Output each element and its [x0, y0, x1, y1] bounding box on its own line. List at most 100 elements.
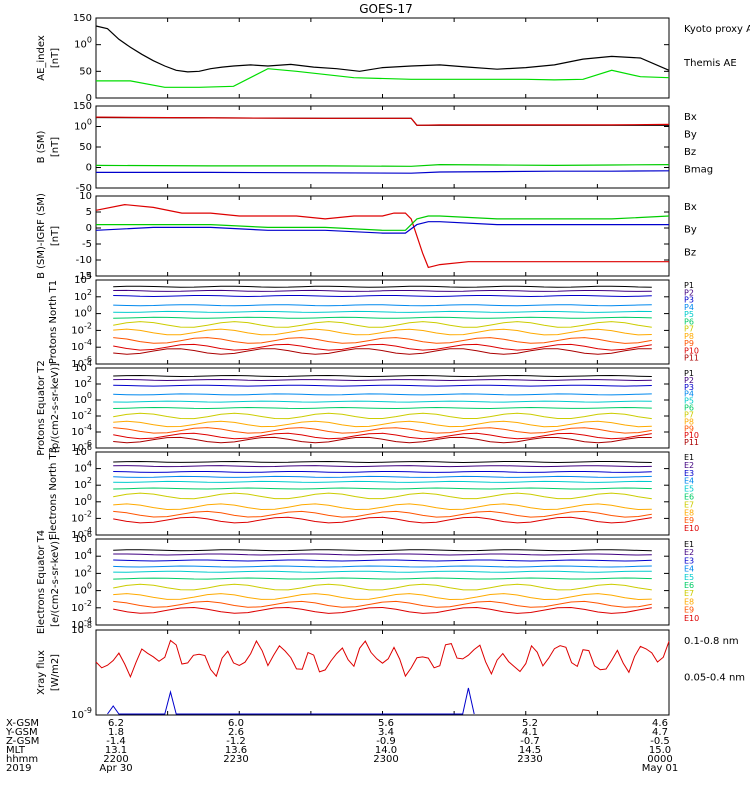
panel-4-legend-p2: P2	[684, 288, 694, 297]
xaxis-value: 2230	[223, 754, 248, 765]
xaxis-value: 5.6	[378, 718, 394, 729]
panel-6-channel-2	[113, 465, 652, 468]
xaxis-value: 14.5	[519, 745, 541, 756]
panel-1-ytick-label: 0	[86, 93, 92, 104]
panel-5-channel-8	[113, 420, 652, 428]
panel-5-legend-p6: P6	[684, 404, 694, 413]
panel-7-channel-6	[113, 577, 652, 580]
panel-7-channel-9	[113, 600, 652, 608]
panel-7-channel-4	[113, 565, 652, 568]
panel-3-frame	[95, 195, 670, 277]
panel-7-legend-e7: E7	[684, 589, 694, 598]
panel-3-ylabel: B (SM)-IGRF (SM)	[36, 193, 47, 279]
xaxis-value: -1.2	[226, 736, 246, 747]
panel-1-legend-themis-ae: Themis AE	[683, 58, 737, 69]
panel-5-ytick-exp: 4	[87, 359, 92, 368]
panel-6-channel-10	[113, 516, 652, 524]
panel-7-legend-e8: E8	[684, 597, 694, 606]
panel-7-ytick-label: 10-2	[71, 599, 92, 614]
panel-7-ytick-label: 102	[74, 564, 92, 579]
panel-6-ytick-exp: -2	[84, 509, 92, 518]
panel-7-ytick-exp: 4	[87, 547, 92, 556]
panel-2-legend-bmag: Bmag	[684, 165, 713, 176]
panel-5-ytick-exp: -2	[84, 407, 92, 416]
xaxis-value: -0.9	[376, 736, 396, 747]
panel-6-legend-e1: E1	[684, 453, 694, 462]
panel-7-ytick-exp: 6	[87, 530, 92, 539]
panel-5-ytick-exp: -6	[84, 439, 92, 448]
panel-3-series-by	[96, 215, 670, 231]
panel-2-ytick-label: 150	[73, 101, 92, 112]
panel-7-channel-7	[113, 583, 652, 591]
panel-6-channel-7	[113, 492, 652, 500]
xaxis-value: 14.0	[375, 745, 397, 756]
panel-7-legend-e1: E1	[684, 540, 694, 549]
panel-6-channel-5	[113, 480, 652, 483]
xaxis-value: 2300	[373, 754, 398, 765]
panel-5-legend-p5: P5	[684, 397, 694, 406]
panel-1-series-themis-ae	[95, 25, 670, 73]
xaxis-value: 4.1	[522, 727, 538, 738]
panel-8-ytick-label: 10-9	[71, 706, 92, 721]
panel-7-legend-e6: E6	[684, 581, 694, 590]
panel-6-ytick-label: 10-2	[71, 509, 92, 524]
panel-6-channel-1	[113, 460, 652, 464]
panel-8-ylabel-unit: [W/m2]	[50, 654, 61, 691]
panel-5-channel-2	[113, 378, 652, 382]
panel-1: 0 50 100 150 AE_index[nT] Kyoto proxy AE Themi…	[36, 13, 750, 104]
panel-3: -15 -10 -5 0 5 10 B (SM)-IGRF (SM) [nT] Bx By Bz	[36, 191, 697, 282]
panel-6-ylabel: Electrons North T3	[48, 447, 59, 540]
xaxis-value: May 01	[642, 763, 679, 774]
panel-7-legend-e3: E3	[684, 556, 694, 565]
panel-5-ytick-exp: -4	[84, 423, 92, 432]
panel-2-ytick-label: 100	[74, 118, 92, 133]
xaxis-row-label-hhmm: hhmm	[6, 754, 38, 765]
xaxis-row-label-mlt: MLT	[6, 745, 26, 756]
panel-4-channel-7	[113, 321, 652, 328]
panel-6-legend-e4: E4	[684, 477, 694, 486]
panel-7-channel-10	[113, 606, 652, 614]
panel-4-ytick-label: 100	[74, 305, 92, 320]
panel-4-legend-p7: P7	[684, 325, 694, 334]
panel-8-series-0.05-0.4nm	[107, 687, 475, 715]
panel-6-ytick-label: 104	[74, 460, 92, 475]
xaxis-value: 2330	[517, 754, 542, 765]
panel-5-ytick-label: 100	[74, 391, 92, 406]
panel-4-ytick-label: 102	[74, 288, 92, 303]
xaxis-value: Apr 30	[99, 763, 132, 774]
panel-5-ylabel: Protons Equator T2	[36, 360, 47, 456]
panel-5-ytick-label: 102	[74, 375, 92, 390]
panel-6-legend-e3: E3	[684, 469, 694, 478]
panel-5-ytick-exp: 2	[87, 375, 92, 384]
panel-7-ytick-exp: 2	[87, 564, 92, 573]
panel-6-ytick-label: 100	[74, 493, 92, 508]
xaxis-row-label-2019: 2019	[6, 763, 31, 774]
panel-8-frame	[95, 629, 670, 716]
panel-8-ylabel: Xray flux	[36, 650, 47, 695]
panel-7-ytick-exp: -4	[84, 616, 92, 625]
panel-6-ytick-label: 102	[74, 476, 92, 491]
panel-4-ytick-exp: -2	[84, 321, 92, 330]
xaxis-value: 6.0	[228, 718, 244, 729]
panel-8-legend-0.05-0.4-nm: 0.05-0.4 nm	[684, 673, 745, 684]
panel-4-channel-6	[113, 316, 652, 319]
panel-6-channel-9	[113, 510, 652, 518]
panel-2-ytick-label: 50	[79, 142, 92, 153]
panel-6-ytick-exp: 2	[87, 476, 92, 485]
panel-2-legend-by: By	[684, 130, 697, 141]
panel-6-channel-4	[113, 475, 652, 478]
panel-4-legend-p11: P11	[684, 354, 699, 363]
panel-7-channel-1	[113, 549, 652, 552]
xaxis-row-label-z-gsm: Z-GSM	[6, 736, 39, 747]
panel-1-series-kyoto-proxy-ae	[96, 68, 670, 88]
xaxis-value: 5.2	[522, 718, 538, 729]
panel-2-ytick-label: 0	[86, 163, 92, 174]
panel-4-channel-3	[113, 295, 652, 298]
panel-1-ytick-label: 150	[73, 13, 92, 24]
panel-6-legend-e2: E2	[684, 461, 694, 470]
panel-7-channel-5	[113, 570, 652, 573]
